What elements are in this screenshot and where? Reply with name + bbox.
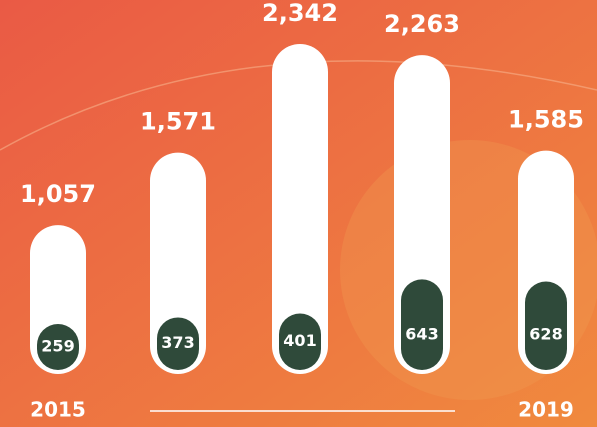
inner-label: 643 xyxy=(405,325,438,344)
inner-label: 401 xyxy=(283,331,316,350)
x-tick-label: 2019 xyxy=(518,398,574,422)
value-label: 2,263 xyxy=(384,10,460,38)
chart: 1,057 259 1,571 373 2,342 401 2,263 643 1,585 628… xyxy=(0,0,597,427)
inner-label: 259 xyxy=(41,337,74,356)
x-tick-label: 2015 xyxy=(30,398,86,422)
page: 1,057 259 1,571 373 2,342 401 2,263 643 1,585 628… xyxy=(0,0,597,427)
value-label: 1,571 xyxy=(140,108,216,136)
value-label: 1,585 xyxy=(508,106,584,134)
value-label: 2,342 xyxy=(262,0,338,27)
inner-label: 628 xyxy=(529,325,562,344)
inner-label: 373 xyxy=(161,333,194,352)
value-label: 1,057 xyxy=(20,180,96,208)
